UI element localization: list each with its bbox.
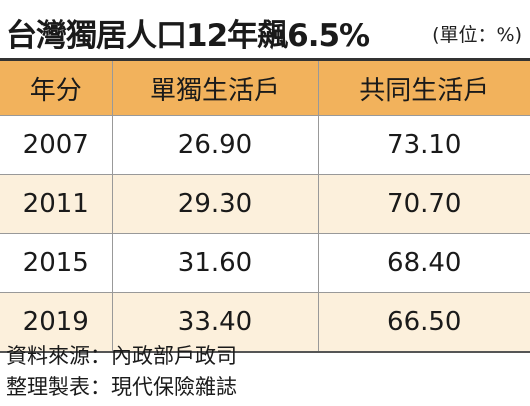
table-cell: 2007 bbox=[0, 115, 112, 175]
table-row: 2007 26.90 73.10 bbox=[0, 115, 530, 175]
column-header: 共同生活戶 bbox=[317, 59, 530, 116]
unit-note: (單位：%) bbox=[432, 24, 522, 46]
table-cell: 2019 bbox=[0, 292, 112, 352]
column-header: 年分 bbox=[0, 59, 112, 116]
data-table: 年分 單獨生活戶 共同生活戶 2007 26.90 73.10 2011 29.30 70.7… bbox=[0, 58, 530, 353]
source-note: 資料來源：內政部戶政司 bbox=[6, 344, 237, 368]
compiled-note: 整理製表：現代保險雜誌 bbox=[6, 375, 237, 399]
table-row: 2015 31.60 68.40 bbox=[0, 233, 530, 293]
table-cell: 26.90 bbox=[111, 115, 318, 175]
table-row: 2019 33.40 66.50 bbox=[0, 292, 530, 352]
table-cell: 73.10 bbox=[317, 115, 530, 175]
table-cell: 33.40 bbox=[111, 292, 318, 352]
table-cell: 70.70 bbox=[317, 174, 530, 234]
column-header: 單獨生活戶 bbox=[111, 59, 318, 116]
header-row: 年分 單獨生活戶 共同生活戶 bbox=[0, 59, 530, 116]
table-cell: 31.60 bbox=[111, 233, 318, 293]
title: 台灣獨居人口12年飆6.5% bbox=[6, 18, 370, 54]
table-body: 2007 26.90 73.10 2011 29.30 70.70 2015 31.60 68.… bbox=[0, 115, 530, 352]
table-cell: 66.50 bbox=[317, 292, 530, 352]
table-cell: 2015 bbox=[0, 233, 112, 293]
table-row: 2011 29.30 70.70 bbox=[0, 174, 530, 234]
table-cell: 68.40 bbox=[317, 233, 530, 293]
table-cell: 2011 bbox=[0, 174, 112, 234]
table-cell: 29.30 bbox=[111, 174, 318, 234]
